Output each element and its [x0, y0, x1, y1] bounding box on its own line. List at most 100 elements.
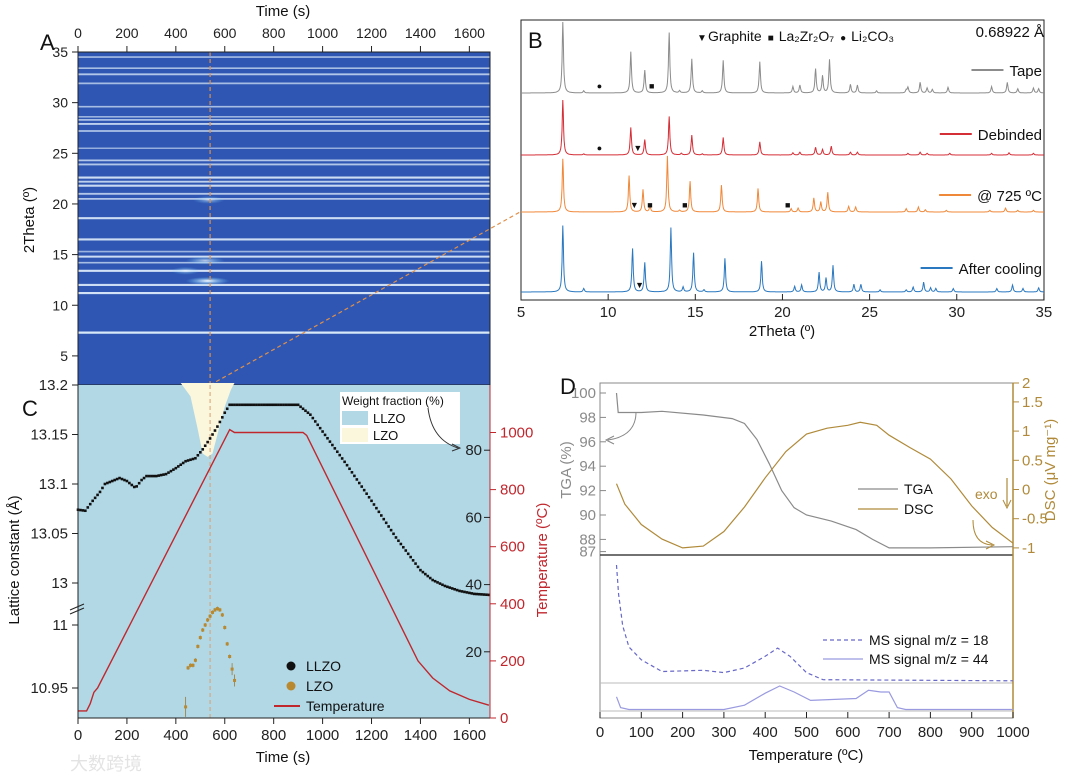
llzo-point [84, 509, 87, 513]
llzo-point [321, 430, 324, 433]
weight-tick-label: 20 [465, 644, 482, 661]
llzo-point [460, 590, 464, 593]
llzo-point [272, 403, 275, 407]
llzo-point [470, 592, 474, 595]
llzo-point [355, 478, 359, 481]
llzo-point [411, 559, 415, 562]
phase-legend-symbol: ● [840, 33, 846, 44]
llzo-point [436, 581, 439, 584]
llzo-point [140, 478, 143, 482]
lzo-point [218, 608, 222, 612]
llzo-point [101, 486, 104, 490]
x-tick-label: 0 [74, 727, 82, 744]
x-tick-label: 800 [262, 25, 286, 41]
x-tick-label: 500 [794, 724, 819, 741]
lzo-point [206, 618, 210, 622]
panel-a-xlabel: Time (s) [256, 3, 310, 20]
llzo-point [245, 403, 249, 407]
series-line [615, 392, 1014, 549]
llzo-point [287, 403, 290, 407]
legend-label: MS signal m/z = 18 [869, 632, 989, 648]
llzo-point [199, 451, 202, 454]
panel-d-ylabel-right: DSC (μV mg⁻¹) [1042, 419, 1059, 521]
llzo-point [485, 593, 488, 597]
llzo-point [362, 488, 366, 492]
lzo-fraction-area [180, 383, 235, 457]
llzo-point [375, 506, 378, 510]
llzo-point [428, 576, 432, 580]
axis-break [69, 607, 85, 615]
llzo-point [382, 517, 386, 521]
llzo-point [431, 578, 434, 582]
legend-label: MS signal m/z = 44 [869, 651, 989, 667]
arrow-head-icon [604, 435, 615, 445]
lzo-point [193, 658, 197, 662]
llzo-point [189, 458, 192, 462]
llzo-point [262, 403, 266, 407]
llzo-point [389, 528, 393, 532]
temperature-tick-label: 1000 [500, 425, 533, 442]
series-line [615, 685, 1013, 711]
phase-legend-symbol: ▼ [697, 33, 707, 44]
temperature-tick-label: 0 [500, 710, 508, 727]
x-tick-label: 1400 [404, 727, 437, 744]
panel-b: ● ■ Tape ● ▼ Debinded ▼ ■ ■ ■ @ 725 ºC ▼ After cooli… [517, 19, 1052, 321]
llzo-point [392, 532, 395, 536]
lzo-point [220, 613, 224, 617]
llzo-point [370, 499, 373, 503]
llzo-point [225, 407, 229, 411]
llzo-point [397, 539, 400, 543]
weight-legend-title: Weight fraction (%) [342, 394, 444, 408]
x-tick-label: 200 [115, 25, 139, 41]
llzo-point [213, 429, 217, 432]
llzo-point [125, 479, 129, 483]
panel-d-label: D [560, 374, 576, 399]
plot-frame [599, 382, 1014, 719]
x-tick-label: 1400 [405, 25, 436, 41]
y-tick-label: 20 [52, 196, 68, 212]
tga-tick-label: 94 [579, 458, 596, 475]
llzo-point [433, 579, 437, 583]
legend-label: Temperature [306, 698, 385, 714]
llzo-point [181, 461, 185, 465]
x-tick-label: 100 [629, 724, 654, 741]
llzo-point [328, 440, 332, 443]
x-tick-label: 400 [164, 25, 188, 41]
phase-marker: ■ [649, 81, 654, 91]
panel-d-xlabel: Temperature (ºC) [749, 747, 864, 764]
x-tick-label: 400 [163, 727, 188, 744]
y-tick-label: 13.1 [39, 476, 68, 493]
llzo-point [282, 403, 285, 407]
llzo-point [130, 483, 134, 487]
x-tick-label: 1200 [355, 727, 388, 744]
phase-marker: ● [597, 143, 602, 153]
llzo-point [394, 536, 398, 539]
weight-tick-label: 80 [465, 442, 482, 459]
y-tick-label: 10 [52, 297, 68, 313]
transient-feature [185, 256, 225, 265]
llzo-point [340, 457, 344, 460]
tga-tick-label: 96 [579, 434, 596, 451]
arrow-head-icon [451, 443, 462, 452]
llzo-point [147, 474, 151, 478]
x-tick-label: 600 [213, 25, 237, 41]
temperature-tick-label: 400 [500, 596, 525, 613]
tga-tick-label: 90 [579, 507, 596, 524]
llzo-point [475, 592, 478, 596]
llzo-point [304, 409, 307, 413]
lzo-point [186, 666, 190, 670]
arrow-head-icon [985, 540, 996, 550]
weight-tick-label: 60 [465, 509, 482, 526]
llzo-point [455, 588, 459, 592]
weight-tick-label: 40 [465, 577, 482, 594]
llzo-point [335, 450, 339, 454]
llzo-point [399, 542, 403, 546]
dsc-axis-arrow [972, 519, 993, 546]
phase-marker: ▼ [630, 200, 639, 210]
tga-tick-label: 98 [579, 409, 596, 426]
lzo-point [213, 608, 217, 612]
llzo-point [184, 459, 187, 463]
weight-axis-arrow [427, 407, 459, 449]
x-tick-label: 1600 [454, 25, 485, 41]
llzo-point [343, 460, 346, 464]
